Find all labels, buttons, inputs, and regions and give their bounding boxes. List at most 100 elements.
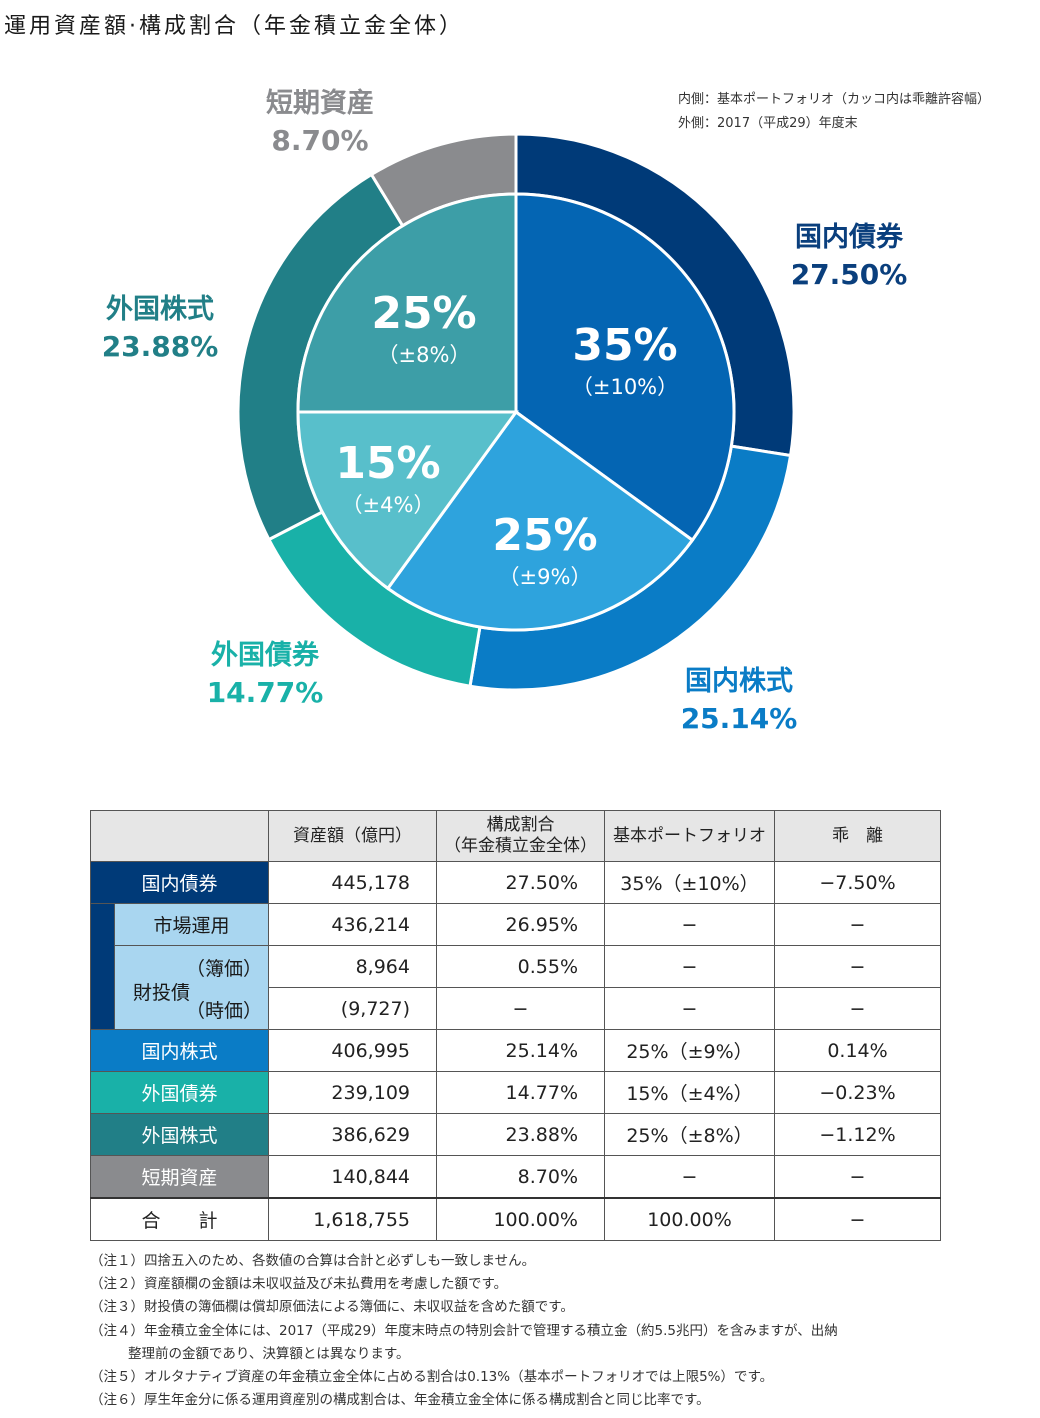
table-row: 市場運用 436,214 26.95% − − — [90, 903, 941, 1030]
cell-amount: 239,109 — [268, 1071, 437, 1114]
cell-deviation: −7.50% — [774, 861, 941, 904]
cell-ratio: 8.70% — [436, 1155, 605, 1199]
cell-portfolio: − — [604, 945, 775, 988]
inner-pie — [296, 192, 736, 632]
cell-portfolio: 25%（±8%） — [604, 1113, 775, 1156]
cell-amount: 8,964 — [268, 945, 437, 988]
cell-ratio: 14.77% — [436, 1071, 605, 1114]
table-row: (9,727) − − − — [91, 987, 941, 1030]
cell-amount: (9,727) — [268, 987, 437, 1030]
cell-deviation: − — [774, 945, 941, 988]
cell-ratio: 23.88% — [436, 1113, 605, 1156]
footnote: （注２）資産額欄の金額は未収収益及び未払費用を考慮した額です。 — [90, 1276, 508, 1293]
inner-range-label: （±8%） — [378, 343, 471, 367]
footnote-continuation: 整理前の金額であり、決算額とは異なります。 — [128, 1345, 410, 1362]
header-blank — [90, 810, 269, 862]
cell-portfolio: − — [604, 1155, 775, 1199]
table-row: 国内債券 445,178 27.50% 35%（±10%） −7.50% — [90, 861, 941, 904]
cell-ratio: 25.14% — [436, 1029, 605, 1072]
outer-category-label: 短期資産 — [266, 87, 374, 119]
cell-deviation: − — [774, 987, 941, 1030]
cell-portfolio: 25%（±9%） — [604, 1029, 775, 1072]
cell-amount: 1,618,755 — [268, 1197, 437, 1241]
cell-amount: 406,995 — [268, 1029, 437, 1072]
inner-value-label: 25% — [492, 510, 597, 561]
table-row-total: 合 計 1,618,755 100.00% 100.00% − — [90, 1197, 941, 1241]
inner-slice — [385, 409, 695, 632]
inner-labels: 35% （±10%） 25% （±9%） 15% （±4%） 25% （±8%） — [335, 288, 678, 589]
cell-deviation: − — [774, 1155, 941, 1199]
outer-value-label: 14.77% — [207, 676, 324, 709]
cell-deviation: − — [774, 903, 941, 946]
footnote: （注４）年金積立金全体には、2017（平成29）年度末時点の特別会計で管理する積… — [90, 1322, 838, 1339]
cell-portfolio: 100.00% — [604, 1197, 775, 1241]
inner-value-label: 35% — [572, 320, 677, 371]
outer-value-label: 25.14% — [681, 702, 798, 735]
cell-amount: 445,178 — [268, 861, 437, 904]
row-label: 合 計 — [90, 1197, 269, 1241]
table-row: 外国債券 239,109 14.77% 15%（±4%） −0.23% — [90, 1071, 941, 1114]
cell-ratio: − — [436, 987, 605, 1030]
footnotes: （注１）四捨五入のため、各数値の合算は合計と必ずしも一致しません。 （注２）資産… — [90, 1250, 970, 1412]
outer-category-label: 外国債券 — [211, 639, 320, 671]
asset-table: 資産額（億円） 構成割合 （年金積立金全体） 基本ポートフォリオ 乖 離 国内債… — [90, 810, 941, 1241]
footnote: （注３）財投債の簿価欄は償却原価法による簿価に、未収収益を含めた額です。 — [90, 1299, 574, 1316]
inner-value-label: 25% — [371, 288, 476, 339]
outer-category-label: 国内債券 — [795, 221, 904, 253]
cell-ratio: 0.55% — [436, 945, 605, 988]
inner-value-label: 15% — [335, 438, 440, 489]
chart-legend-note: 内側：基本ポートフォリオ（カッコ内は乖離許容幅） 外側：2017（平成29）年度… — [678, 88, 990, 136]
cell-ratio: 26.95% — [436, 903, 605, 946]
footnote: （注５）オルタナティブ資産の年金積立金全体に占める割合は0.13%（基本ポートフ… — [90, 1369, 774, 1386]
header-deviation: 乖 離 — [774, 810, 941, 862]
cell-amount: 386,629 — [268, 1113, 437, 1156]
row-label: 外国債券 — [90, 1071, 269, 1114]
cell-deviation: −0.23% — [774, 1071, 941, 1114]
outer-value-label: 27.50% — [791, 258, 908, 291]
row-label: 市場運用 — [114, 903, 269, 946]
cell-deviation: −1.12% — [774, 1113, 941, 1156]
inner-range-label: （±4%） — [342, 493, 435, 517]
filp-label: 財投債 — [133, 982, 191, 1004]
footnote: （注６）厚生年金分に係る運用資産別の構成割合は、年金積立金全体に係る構成割合と同… — [90, 1392, 710, 1409]
cell-deviation: 0.14% — [774, 1029, 941, 1072]
inner-range-label: （±10%） — [572, 375, 678, 399]
filp-book-label: （簿価） — [185, 958, 262, 980]
footnote: （注１）四捨五入のため、各数値の合算は合計と必ずしも一致しません。 — [90, 1253, 536, 1269]
cell-portfolio: − — [604, 903, 775, 946]
row-group-bar — [90, 903, 115, 1030]
row-label: 外国株式 — [90, 1113, 269, 1156]
table-row: 短期資産 140,844 8.70% − − — [90, 1155, 941, 1199]
inner-slice — [296, 192, 518, 414]
legend-inner-note: 内側：基本ポートフォリオ（カッコ内は乖離許容幅） — [678, 92, 991, 107]
donut-chart: 35% （±10%） 25% （±9%） 15% （±4%） 25% （±8%） 国内債券 27… — [102, 87, 908, 735]
row-label: 国内株式 — [90, 1029, 269, 1072]
row-label: 短期資産 — [90, 1155, 269, 1199]
cell-amount: 436,214 — [268, 903, 437, 946]
legend-outer-note: 外側：2017（平成29）年度末 — [678, 116, 858, 131]
cell-portfolio: 35%（±10%） — [604, 861, 775, 904]
header-ratio-line1: 構成割合 — [486, 815, 555, 835]
table-row: 外国株式 386,629 23.88% 25%（±8%） −1.12% — [90, 1113, 941, 1156]
cell-portfolio: − — [604, 987, 775, 1030]
outer-value-label: 23.88% — [102, 330, 219, 363]
table-header-row: 資産額（億円） 構成割合 （年金積立金全体） 基本ポートフォリオ 乖 離 — [90, 810, 941, 862]
table-row: 国内株式 406,995 25.14% 25%（±9%） 0.14% — [90, 1029, 941, 1072]
cell-deviation: − — [774, 1197, 941, 1241]
row-label: 国内債券 — [90, 861, 269, 904]
inner-range-label: （±9%） — [499, 565, 592, 589]
cell-ratio: 100.00% — [436, 1197, 605, 1241]
header-ratio-line2: （年金積立金全体） — [444, 836, 597, 856]
cell-portfolio: 15%（±4%） — [604, 1071, 775, 1114]
cell-amount: 140,844 — [268, 1155, 437, 1199]
cell-ratio: 27.50% — [436, 861, 605, 904]
outer-value-label: 8.70% — [271, 124, 368, 157]
page-title: 運用資産額·構成割合（年金積立金全体） — [4, 14, 464, 39]
outer-category-label: 外国株式 — [106, 294, 214, 325]
header-amount: 資産額（億円） — [268, 810, 437, 862]
outer-category-label: 国内株式 — [685, 666, 793, 697]
header-portfolio: 基本ポートフォリオ — [604, 810, 775, 862]
filp-market-label: （時価） — [185, 1000, 262, 1022]
row-label-filp: 財投債 （簿価） （時価） — [114, 945, 269, 1030]
outer-ring — [236, 132, 796, 692]
